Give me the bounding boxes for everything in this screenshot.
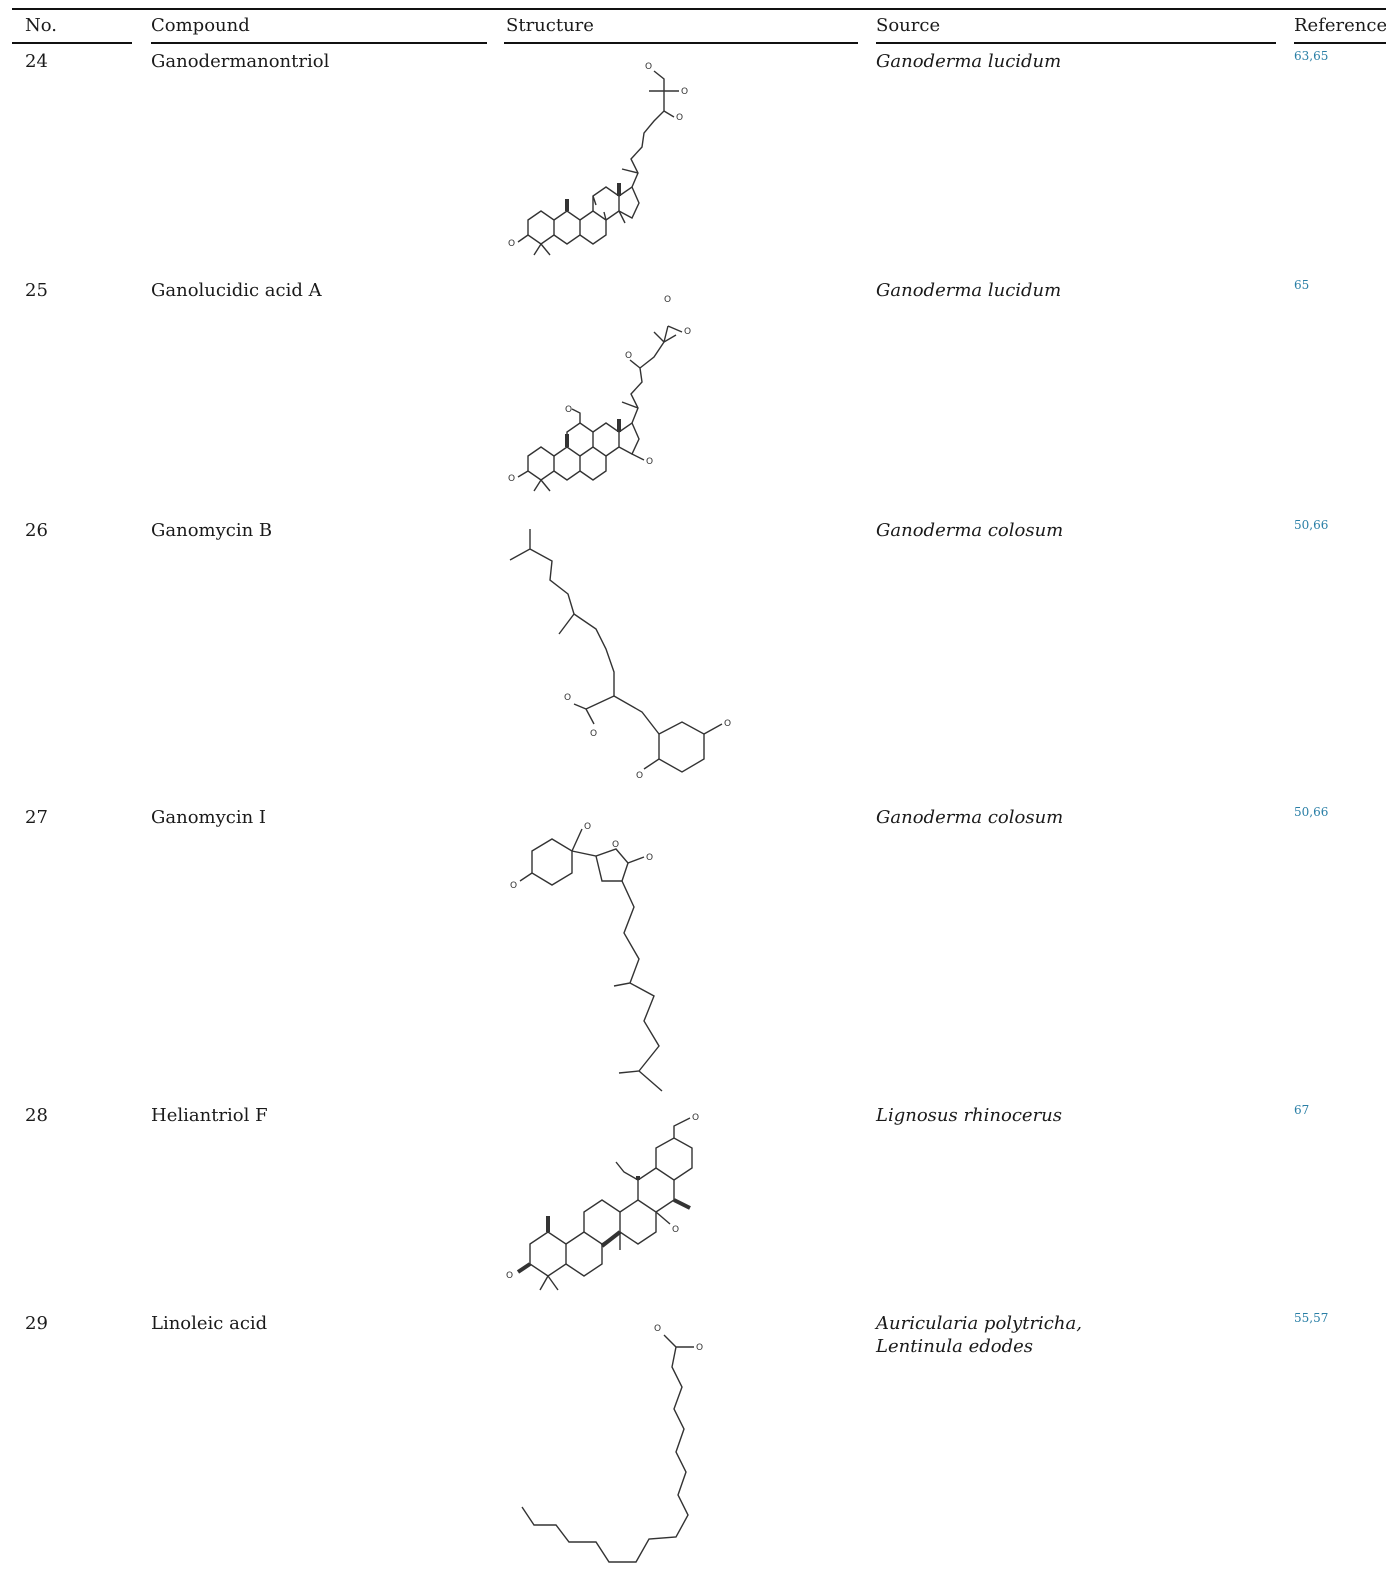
oxygen-label: O — [508, 474, 515, 484]
reference-link[interactable]: 50 — [1294, 518, 1310, 532]
oxygen-label: O — [508, 239, 515, 249]
reference-list: 65 — [1294, 274, 1309, 297]
reference-separator: , — [1309, 805, 1314, 819]
oxygen-label: O — [636, 771, 643, 781]
structure-diagram: O O O O — [509, 529, 731, 781]
oxygen-label: O — [696, 1343, 703, 1353]
header-rule — [151, 42, 487, 44]
reference-list: 50,66 — [1294, 801, 1328, 824]
reference-list: 63,65 — [1294, 45, 1328, 68]
reference-link[interactable]: 63 — [1294, 49, 1310, 63]
reference-link[interactable]: 65 — [1294, 278, 1310, 292]
row-number: 28 — [25, 1105, 48, 1126]
oxygen-label: O — [684, 327, 691, 337]
compound-name: Heliantriol F — [151, 1105, 268, 1126]
source-line: Auricularia polytricha, — [876, 1313, 1082, 1334]
oxygen-label: O — [676, 113, 683, 123]
oxygen-label: O — [584, 822, 591, 832]
oxygen-label: O — [612, 840, 619, 850]
oxygen-label: O — [692, 1113, 699, 1123]
oxygen-label: O — [564, 693, 571, 703]
oxygen-label: O — [646, 853, 653, 863]
oxygen-label: O — [645, 62, 652, 72]
header-structure: Structure — [506, 15, 594, 36]
row-number: 27 — [25, 807, 48, 828]
header-rule — [504, 42, 858, 44]
header-rule — [1294, 42, 1386, 44]
reference-list: 55,57 — [1294, 1307, 1328, 1330]
reference-link[interactable]: 50 — [1294, 805, 1310, 819]
row-number: 26 — [25, 520, 48, 541]
source-line: Lentinula edodes — [876, 1336, 1034, 1357]
header-reference: Reference — [1294, 15, 1386, 36]
header-compound: Compound — [151, 15, 250, 36]
reference-link[interactable]: 65 — [1313, 49, 1329, 63]
structure-diagram: O O O O O O — [508, 295, 691, 492]
reference-link[interactable]: 55 — [1294, 1311, 1310, 1325]
oxygen-label: O — [681, 87, 688, 97]
oxygen-label: O — [646, 457, 653, 467]
oxygen-label: O — [625, 351, 632, 361]
structure-diagram: O O O O — [508, 62, 688, 256]
source-organism: Lignosus rhinocerus — [876, 1105, 1063, 1126]
oxygen-label: O — [590, 729, 597, 739]
reference-link[interactable]: 66 — [1313, 805, 1329, 819]
structure-diagram: O O O — [506, 1113, 699, 1291]
compound-name: Linoleic acid — [151, 1313, 268, 1334]
row-number: 29 — [25, 1313, 48, 1334]
compound-name: Ganodermanontriol — [151, 51, 330, 72]
reference-list: 50,66 — [1294, 514, 1328, 537]
compound-name: Ganomycin I — [151, 807, 267, 828]
oxygen-label: O — [510, 881, 517, 891]
reference-separator: , — [1309, 518, 1314, 532]
reference-list: 67 — [1294, 1099, 1309, 1122]
source-organism: Ganoderma lucidum — [876, 280, 1062, 301]
reference-link[interactable]: 57 — [1313, 1311, 1329, 1325]
row-number: 24 — [25, 51, 48, 72]
reference-separator: , — [1309, 1311, 1314, 1325]
oxygen-label: O — [506, 1271, 513, 1281]
header-source: Source — [876, 15, 941, 36]
compound-name: Ganomycin B — [151, 520, 273, 541]
structure-diagram: O O O O — [510, 822, 663, 1092]
oxygen-label: O — [664, 295, 671, 305]
header-rule — [12, 42, 132, 44]
oxygen-label: O — [565, 405, 572, 415]
structure-diagram: O O — [521, 1324, 703, 1563]
oxygen-label: O — [672, 1225, 679, 1235]
oxygen-label: O — [654, 1324, 661, 1334]
header-no: No. — [25, 15, 57, 36]
reference-link[interactable]: 66 — [1313, 518, 1329, 532]
reference-separator: , — [1309, 49, 1314, 63]
source-organism: Ganoderma lucidum — [876, 51, 1062, 72]
source-organism: Ganoderma colosum — [876, 807, 1064, 828]
source-organism: Auricularia polytricha, Lentinula edodes — [876, 1312, 1116, 1358]
table-top-rule — [12, 8, 1386, 10]
reference-link[interactable]: 67 — [1294, 1103, 1310, 1117]
header-rule — [876, 42, 1276, 44]
compound-name: Ganolucidic acid A — [151, 280, 322, 301]
source-organism: Ganoderma colosum — [876, 520, 1064, 541]
oxygen-label: O — [724, 719, 731, 729]
row-number: 25 — [25, 280, 48, 301]
